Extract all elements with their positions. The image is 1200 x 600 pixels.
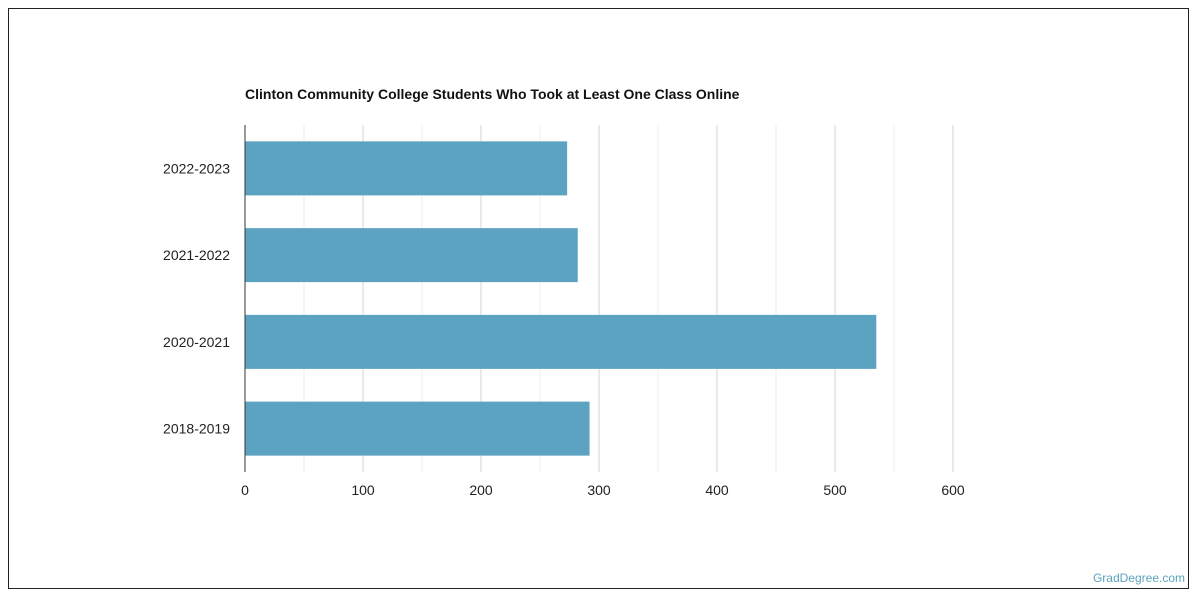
tick-labels: 2022-2023 2021-2022 2020-2021 2018-2019 0 100… xyxy=(163,160,965,498)
bars xyxy=(245,141,877,456)
x-tick-label: 0 xyxy=(241,482,249,498)
x-tick-label: 500 xyxy=(823,482,847,498)
category-label: 2021-2022 xyxy=(163,247,230,263)
bar-2020-2021 xyxy=(245,314,877,369)
x-tick-label: 200 xyxy=(469,482,493,498)
source-watermark[interactable]: GradDegree.com xyxy=(1092,571,1185,585)
category-label: 2018-2019 xyxy=(163,421,230,437)
bar-2021-2022 xyxy=(245,228,578,283)
x-tick-label: 100 xyxy=(351,482,375,498)
x-tick-label: 600 xyxy=(941,482,965,498)
category-label: 2020-2021 xyxy=(163,334,230,350)
chart-title: Clinton Community College Students Who T… xyxy=(245,86,740,102)
x-tick-label: 400 xyxy=(705,482,729,498)
bar-2018-2019 xyxy=(245,401,590,456)
x-tick-label: 300 xyxy=(587,482,611,498)
bar-2022-2023 xyxy=(245,141,568,196)
category-label: 2022-2023 xyxy=(163,160,230,176)
